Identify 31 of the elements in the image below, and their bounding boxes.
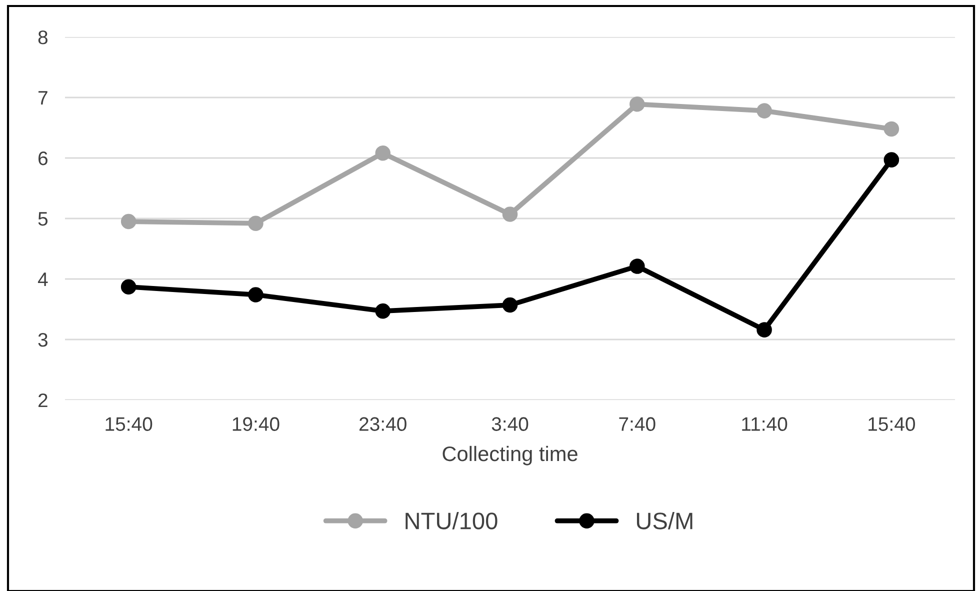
point (630, 258, 645, 274)
x-axis-title: Collecting time (442, 446, 578, 466)
point (120, 214, 136, 230)
point (884, 152, 900, 168)
x-tick-label: 23:40 (360, 417, 406, 431)
point (502, 206, 518, 222)
point (375, 146, 390, 161)
x-tick-label: 15:40 (868, 417, 915, 431)
x-tick-label: 19:40 (232, 417, 280, 431)
y-tick-label: 2 (38, 393, 48, 408)
y-tick-label: 7 (38, 91, 48, 105)
point (120, 279, 136, 295)
point (756, 103, 772, 118)
x-tick-label: 7:40 (619, 417, 656, 431)
point (248, 287, 264, 302)
point (502, 297, 518, 313)
y-tick-label: 4 (38, 272, 48, 286)
point (884, 121, 900, 137)
y-tick-label: 6 (38, 151, 48, 166)
point (756, 322, 772, 338)
point (630, 96, 645, 112)
x-tick-label: 11:40 (742, 417, 788, 431)
point (375, 303, 390, 319)
legend-label: US/M (636, 512, 692, 530)
y-tick-label: 5 (38, 212, 48, 226)
x-tick-label: 15:40 (106, 417, 152, 431)
x-tick-label: 3:40 (492, 417, 528, 431)
point (248, 216, 264, 231)
legend-label: NTU/100 (406, 512, 498, 530)
y-tick-label: 8 (38, 30, 48, 44)
y-tick-label: 3 (38, 332, 48, 347)
